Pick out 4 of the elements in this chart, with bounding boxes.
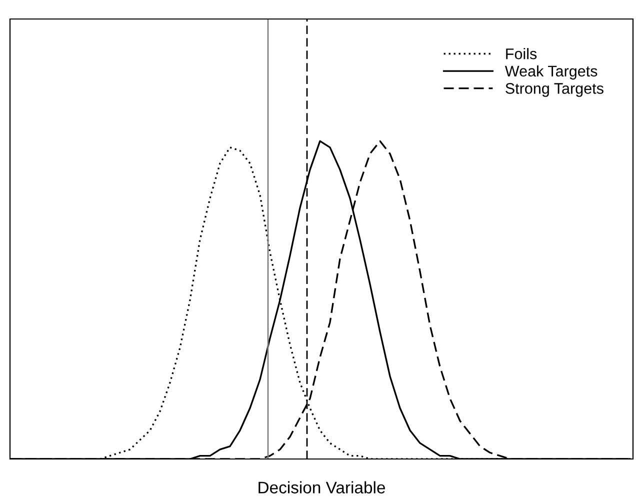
x-axis-title: Decision Variable [258,481,385,494]
legend-label: Foils [506,48,537,60]
legend-label: Strong Targets [506,83,604,97]
legend-label: Weak Targets [504,65,598,80]
